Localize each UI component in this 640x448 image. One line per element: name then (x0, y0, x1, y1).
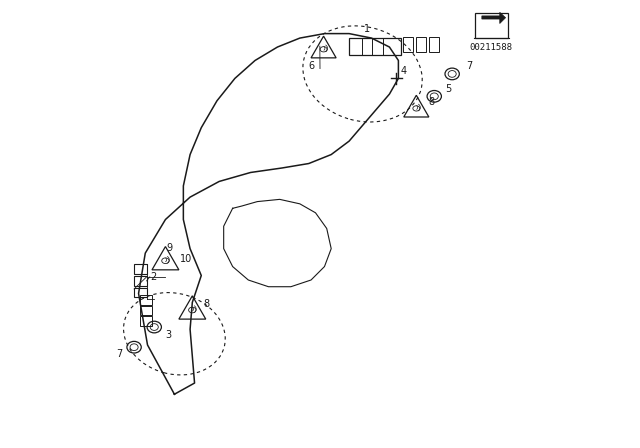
Bar (140, 316, 152, 326)
Text: 8: 8 (204, 299, 210, 309)
Bar (140, 306, 152, 315)
Bar (134, 288, 147, 297)
Bar (429, 37, 438, 52)
Bar (474, 13, 508, 38)
Text: 3: 3 (165, 330, 171, 340)
Text: 1: 1 (364, 24, 370, 34)
Text: 4: 4 (401, 66, 407, 76)
Text: 5: 5 (445, 84, 452, 94)
Bar (349, 38, 401, 55)
Text: 00211588: 00211588 (470, 43, 513, 52)
Bar (140, 295, 152, 305)
Text: 8: 8 (429, 97, 435, 107)
Text: 6: 6 (309, 61, 315, 71)
Text: 2: 2 (150, 272, 157, 282)
Bar (134, 264, 147, 274)
Text: 7: 7 (116, 349, 123, 359)
Bar (416, 37, 426, 52)
Text: 7: 7 (467, 61, 473, 71)
Bar (134, 276, 147, 286)
Polygon shape (482, 12, 506, 23)
Text: 9: 9 (167, 243, 173, 253)
Bar (403, 37, 413, 52)
Text: 10: 10 (180, 254, 193, 264)
